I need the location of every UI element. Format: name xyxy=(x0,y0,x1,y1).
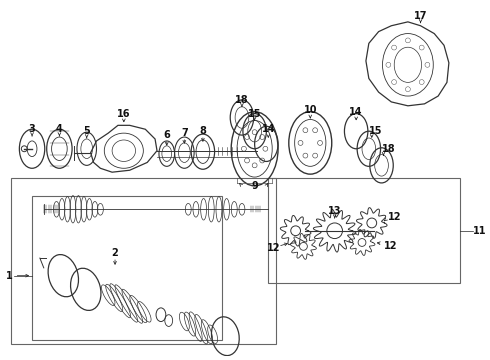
Text: 11: 11 xyxy=(473,226,487,236)
Text: 3: 3 xyxy=(29,124,35,134)
Text: 7: 7 xyxy=(181,128,188,138)
Text: 15: 15 xyxy=(248,109,261,118)
Text: 18: 18 xyxy=(235,95,249,105)
Text: 4: 4 xyxy=(56,124,63,134)
Text: 10: 10 xyxy=(303,105,317,115)
Text: 12: 12 xyxy=(389,212,402,222)
Text: 14: 14 xyxy=(262,124,275,134)
Text: 17: 17 xyxy=(414,11,427,21)
Text: 1: 1 xyxy=(6,271,13,281)
Text: 18: 18 xyxy=(382,144,395,154)
Text: 13: 13 xyxy=(328,206,342,216)
Text: 5: 5 xyxy=(83,126,90,136)
Text: 16: 16 xyxy=(117,109,130,118)
Text: 2: 2 xyxy=(112,248,119,258)
Text: 15: 15 xyxy=(369,126,382,136)
Text: 9: 9 xyxy=(251,181,258,191)
Text: 12: 12 xyxy=(268,243,281,253)
Text: 6: 6 xyxy=(163,130,170,140)
Text: 14: 14 xyxy=(349,107,363,117)
Text: 12: 12 xyxy=(384,242,397,251)
Text: 8: 8 xyxy=(199,126,206,136)
